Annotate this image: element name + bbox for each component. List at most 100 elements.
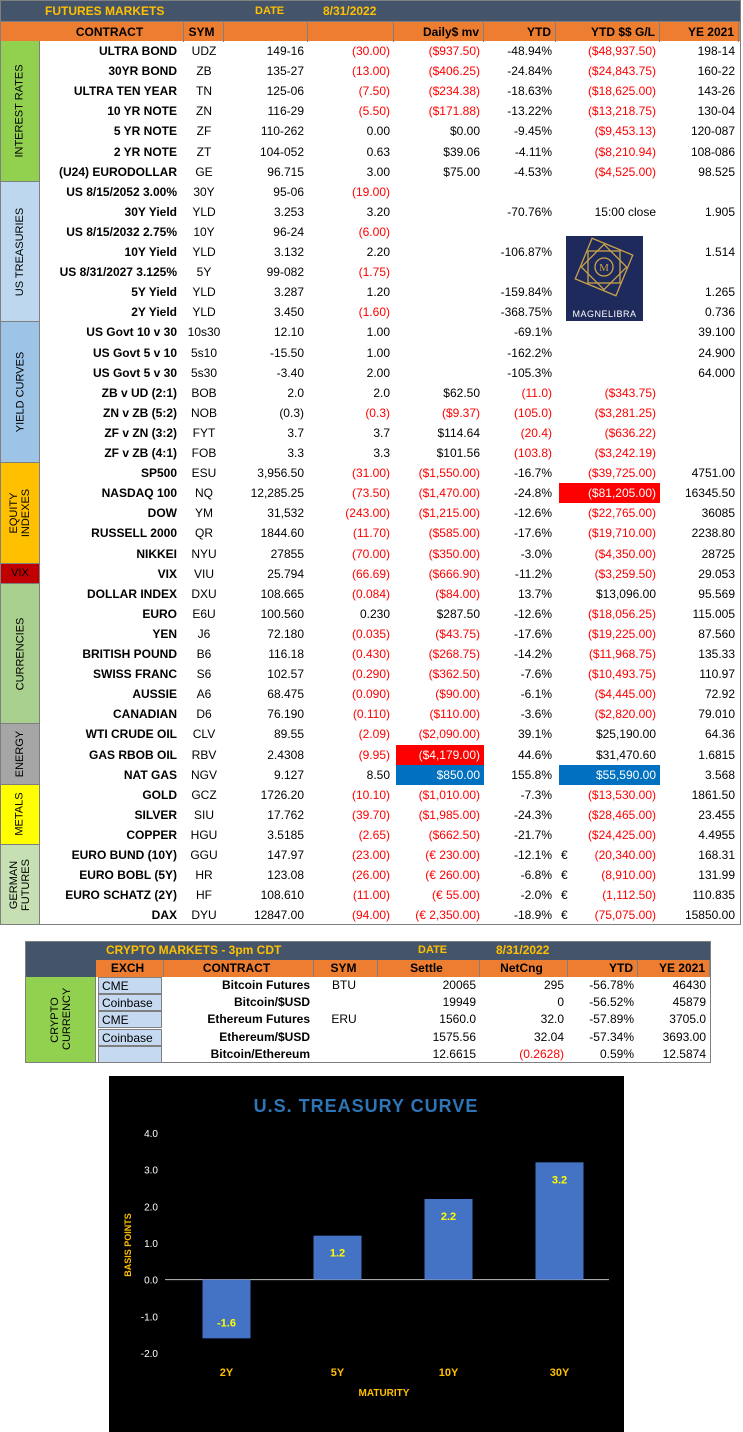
cell-ytd: 13.7%: [517, 586, 552, 601]
cell-contract: US 8/31/2027 3.125%: [59, 265, 177, 280]
cell-price: 135-27: [266, 64, 304, 79]
crypto-cell-ytd: -57.89%: [589, 1012, 634, 1027]
table-row: ULTRA TEN YEAR TN 125-06 (7.50) ($234.38) -18…: [1, 81, 740, 101]
cell-price: 1726.20: [260, 787, 304, 802]
cell-gl: ($81,205.00): [559, 483, 660, 504]
cell-gl: ($13,218.75): [587, 104, 656, 119]
cell-sym: YLD: [192, 305, 216, 320]
cell-price: 96.715: [267, 164, 304, 179]
crypto-cell-contract: Ethereum Futures: [207, 1012, 310, 1027]
cell-ytd: -7.3%: [520, 787, 552, 802]
x-tick-label: 30Y: [550, 1367, 570, 1379]
cell-price: 12.10: [273, 325, 304, 340]
y-tick-label: 3.0: [144, 1166, 158, 1177]
cell-ye: 131.99: [698, 868, 735, 883]
table-row: COPPER HGU 3.5185 (2.65) ($662.50) -21.7% ($24…: [1, 825, 740, 845]
crypto-row: Bitcoin/Ethereum 12.6615 (0.2628) 0.59% 12.5…: [26, 1045, 710, 1063]
cell-daily: ($666.90): [428, 566, 480, 581]
crypto-cell-sym: ERU: [331, 1012, 357, 1027]
cell-gl: ($11,968.75): [588, 647, 656, 661]
cell-chg: (11.70): [352, 526, 390, 541]
cell-contract: (U24) EURODOLLAR: [58, 164, 177, 179]
cell-sym: 30Y: [193, 184, 215, 199]
cell-daily: $101.56: [436, 446, 480, 460]
cell-ytd: -105.3%: [507, 365, 552, 380]
futures-date: 8/31/2022: [323, 4, 377, 18]
cell-ytd: -106.87%: [500, 245, 552, 259]
data-label: 3.2: [552, 1174, 567, 1186]
cell-contract: SILVER: [134, 807, 177, 822]
cell-contract: ZF v ZB (4:1): [104, 446, 177, 460]
cell-ytd: 44.6%: [517, 747, 552, 762]
cell-daily: [396, 343, 484, 363]
cell-price: 116-29: [267, 104, 304, 119]
cell-price: (0.3): [279, 405, 304, 420]
cell-daily: ($4,179.00): [396, 744, 484, 765]
cell-ye: 160-22: [697, 64, 735, 79]
category-label: ENERGY: [14, 730, 26, 778]
crypto-cell-net: (0.2628): [519, 1046, 564, 1061]
cell-contract: WTI CRUDE OIL: [85, 727, 177, 742]
cell-ye: 108-086: [690, 144, 735, 159]
bar-30Y: [535, 1162, 584, 1280]
cell-gl: $55,590.00: [559, 764, 660, 785]
table-row: ZB v UD (2:1) BOB 2.0 2.0 $62.50 (11.0) ($343.…: [1, 383, 740, 403]
cell-daily: [396, 202, 484, 222]
cell-gl: ($13,530.00): [587, 787, 656, 802]
cell-daily: $0.00: [449, 124, 480, 139]
cell-chg: 8.50: [366, 767, 390, 782]
crypto-cell-sym: [314, 994, 378, 1011]
cell-ytd: -9.45%: [513, 124, 552, 139]
crypto-cell-contract: Ethereum/$USD: [219, 1029, 310, 1044]
cell-ye: 87.560: [698, 626, 735, 641]
cell-contract: 30YR BOND: [108, 64, 177, 79]
cell-ye: 168.31: [698, 848, 735, 862]
cell-gl: ($22,765.00): [587, 506, 656, 521]
cell-price: 25.794: [267, 566, 304, 581]
crypto-cell-settle: 1575.56: [432, 1029, 476, 1044]
cell-daily: ($406.25): [428, 64, 480, 79]
cell-sym: HR: [195, 868, 213, 883]
cell-chg: (0.110): [352, 707, 390, 722]
cell-price: 108.610: [260, 888, 304, 903]
crypto-column-header: NetCng: [480, 960, 568, 977]
cell-price: 9.127: [273, 767, 304, 782]
cell-sym: 5Y: [196, 265, 212, 280]
cell-ye: [662, 403, 739, 423]
y-tick-label: -2.0: [141, 1349, 159, 1360]
cell-ye: [662, 222, 739, 242]
table-row: NASDAQ 100 NQ 12,285.25 (73.50) ($1,470.00) -…: [1, 483, 740, 504]
y-tick-label: 1.0: [144, 1239, 158, 1250]
cell-ytd: -162.2%: [507, 345, 552, 360]
cell-euro: €: [561, 848, 568, 862]
cell-chg: (70.00): [351, 546, 390, 561]
cell-contract: DOW: [147, 506, 177, 521]
cell-price: 3.287: [273, 285, 304, 300]
cell-contract: US Govt 10 v 30: [86, 325, 177, 340]
cell-daily: [396, 322, 484, 342]
cell-chg: (9.95): [358, 747, 390, 762]
cell-gl: ($636.22): [604, 425, 656, 440]
cell-euro: €: [561, 908, 568, 923]
cell-gl: ($24,843.75): [587, 64, 656, 79]
crypto-cell-settle: 19949: [442, 995, 476, 1010]
cell-chg: (66.69): [351, 566, 390, 581]
cell-sym: ZF: [196, 124, 212, 139]
cell-chg: 1.20: [366, 285, 390, 300]
cell-price: 2.0: [287, 385, 304, 400]
cell-price: 104-052: [259, 144, 304, 159]
category-band-german-futures: GERMAN FUTURES: [1, 845, 40, 926]
crypto-cell-ytd: -56.78%: [589, 978, 634, 992]
cell-price: 31,532: [267, 506, 304, 521]
crypto-cell-exch: Coinbase: [98, 1028, 162, 1046]
cell-gl: ($39,725.00): [587, 466, 656, 481]
cell-sym: B6: [196, 647, 212, 661]
cell-ye: 79.010: [698, 707, 735, 722]
cell-chg: 3.00: [366, 164, 390, 179]
crypto-cell-ye: 46430: [672, 978, 706, 992]
cell-sym: E6U: [192, 606, 216, 621]
crypto-title-row: CRYPTO MARKETS - 3pm CDT DATE 8/31/2022: [26, 942, 710, 960]
cell-sym: J6: [197, 626, 211, 641]
cell-ye: 64.000: [698, 365, 735, 380]
cell-daily: ($1,010.00): [418, 787, 480, 802]
